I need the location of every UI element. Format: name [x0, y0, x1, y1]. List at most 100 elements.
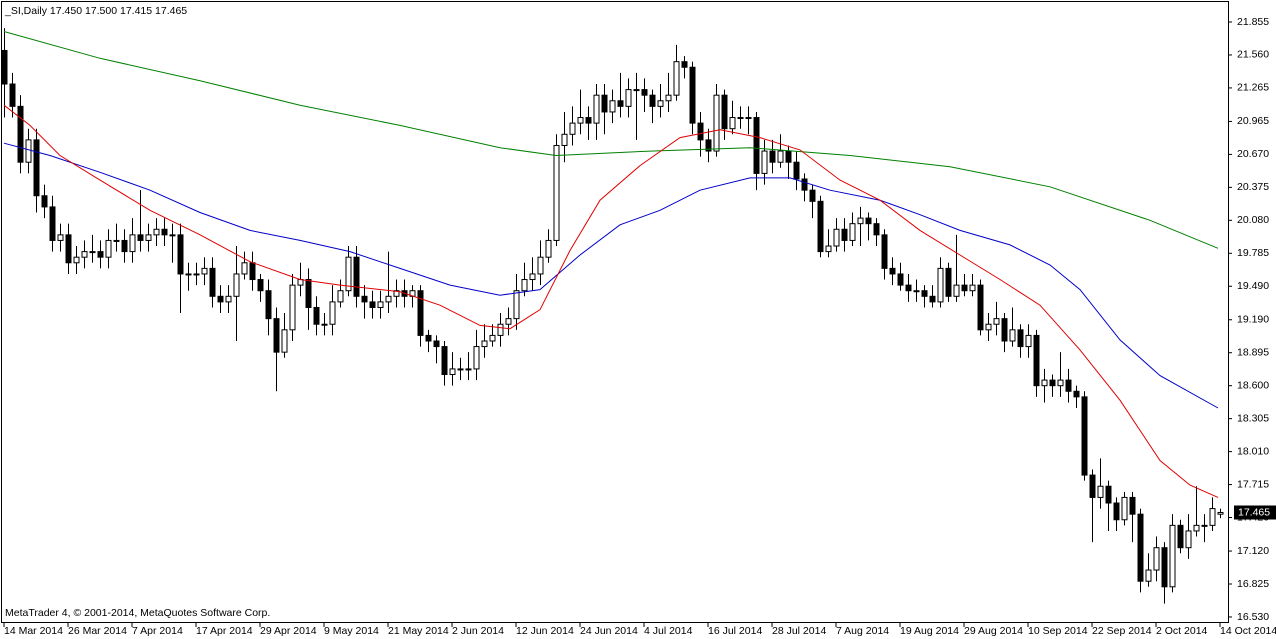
candle-body: [841, 228, 848, 241]
candle-body: [1105, 485, 1112, 504]
candle-body: [33, 139, 40, 197]
plot-frame: [1, 1, 1229, 623]
candle-body: [705, 139, 712, 152]
moving-average-line: [3, 31, 1219, 249]
candle-body: [1065, 379, 1072, 392]
candle-body: [1113, 502, 1120, 521]
candle-body: [265, 290, 272, 320]
candle-body: [545, 239, 552, 258]
price-label: 17.465: [1238, 506, 1270, 518]
y-tick-label: 20.965: [1237, 115, 1269, 127]
candle-body: [137, 234, 144, 241]
candle-body: [121, 239, 128, 253]
x-tick-label: 21 May 2014: [388, 625, 449, 637]
candle-body: [977, 284, 984, 331]
candle-body: [881, 234, 888, 269]
candle-body: [433, 340, 440, 348]
x-tick-label: 4 Jul 2014: [644, 625, 693, 637]
candle-body: [569, 122, 576, 135]
candle-body: [697, 122, 704, 141]
y-tick-label: 16.825: [1237, 578, 1269, 590]
candle-body: [1073, 390, 1080, 398]
candle-body: [1121, 496, 1128, 521]
candle-body: [369, 301, 376, 308]
moving-average-line: [3, 104, 1219, 498]
candle-body: [9, 83, 16, 107]
candle-body: [345, 256, 352, 292]
candle-body: [1017, 329, 1024, 348]
candle-body: [489, 334, 496, 342]
candle-body: [553, 144, 560, 241]
candle-body: [177, 234, 184, 275]
x-tick-label: 28 Jul 2014: [772, 625, 826, 637]
candle-body: [313, 306, 320, 325]
candle-body: [329, 301, 336, 325]
y-tick-label: 20.375: [1237, 181, 1269, 193]
candle-body: [497, 323, 504, 336]
x-tick-label: 16 Jul 2014: [708, 625, 762, 637]
candle-body: [57, 234, 64, 241]
candle-body: [945, 267, 952, 297]
candle-body: [777, 150, 784, 163]
candle-body: [1081, 396, 1088, 476]
candle-body: [969, 284, 976, 292]
x-tick-label: 26 Mar 2014: [68, 625, 127, 637]
candle-body: [825, 245, 832, 253]
candle-body: [625, 89, 632, 107]
candle-body: [97, 251, 104, 258]
candle-body: [633, 89, 640, 92]
candle-body: [169, 234, 176, 237]
y-tick-label: 21.855: [1237, 16, 1269, 28]
candle-body: [129, 234, 136, 253]
y-tick-label: 20.670: [1237, 148, 1269, 160]
candle-body: [145, 234, 152, 241]
candle-body: [321, 323, 328, 326]
candle-body: [241, 262, 248, 275]
candle-body: [713, 94, 720, 152]
candle-body: [457, 368, 464, 371]
x-tick-label: 17 Apr 2014: [196, 625, 253, 637]
y-tick-label: 19.490: [1237, 280, 1269, 292]
candle-body: [417, 290, 424, 336]
candle-body: [921, 290, 928, 297]
candle-body: [1169, 524, 1176, 588]
candle-body: [985, 323, 992, 331]
candle-body: [153, 228, 160, 236]
candle-body: [1161, 547, 1168, 588]
candle-body: [537, 256, 544, 275]
x-tick-label: 22 Sep 2014: [1092, 625, 1152, 637]
y-tick-label: 20.080: [1237, 214, 1269, 226]
candle-body: [865, 217, 872, 225]
candle-body: [1049, 379, 1056, 387]
candle-body: [1193, 524, 1200, 532]
x-tick-label: 9 May 2014: [324, 625, 379, 637]
candle-body: [641, 89, 648, 96]
candle-body: [1041, 379, 1048, 387]
candle-body: [601, 94, 608, 113]
candle-body: [25, 139, 32, 163]
candle-body: [657, 100, 664, 107]
candle-body: [817, 200, 824, 253]
candle-body: [649, 94, 656, 107]
candle-body: [785, 150, 792, 163]
candle-body: [465, 368, 472, 371]
candle-body: [809, 189, 816, 202]
candle-body: [937, 267, 944, 303]
candle-body: [193, 273, 200, 276]
candle-body: [1025, 334, 1032, 348]
candle-body: [873, 223, 880, 236]
candle-body: [913, 290, 920, 293]
y-tick-label: 21.560: [1237, 49, 1269, 61]
candle-body: [225, 295, 232, 303]
candle-body: [793, 161, 800, 180]
candle-body: [81, 251, 88, 258]
x-tick-label: 7 Aug 2014: [836, 625, 889, 637]
candle-body: [617, 100, 624, 107]
candle-body: [337, 290, 344, 303]
candle-body: [385, 295, 392, 303]
candle-body: [209, 267, 216, 297]
candle-body: [161, 228, 168, 236]
y-tick-label: 19.785: [1237, 247, 1269, 259]
